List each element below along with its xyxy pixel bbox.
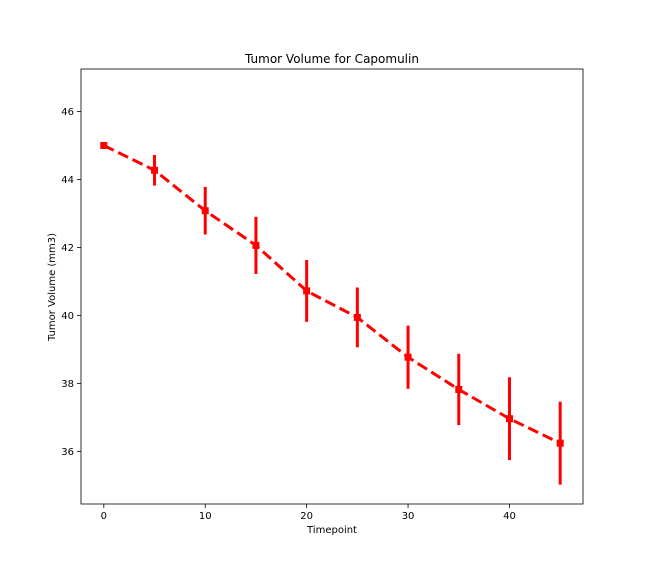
y-tick-label: 38 — [61, 379, 74, 390]
chart-title: Tumor Volume for Capomulin — [244, 52, 419, 66]
plot-frame — [80, 68, 584, 505]
y-tick-label: 36 — [61, 447, 74, 458]
x-tick-label: 20 — [300, 511, 313, 522]
y-axis-label: Tumor Volume (mm3) — [47, 233, 58, 342]
series-line — [103, 144, 561, 445]
series-layer — [100, 141, 564, 485]
data-point — [100, 141, 108, 149]
data-point — [404, 353, 412, 361]
y-tick-label: 40 — [61, 311, 74, 322]
x-tick-label: 10 — [199, 511, 212, 522]
data-point — [556, 439, 564, 447]
data-point — [303, 287, 311, 295]
data-point — [505, 415, 513, 423]
y-tick-label: 44 — [61, 175, 74, 186]
x-tick-label: 0 — [101, 511, 107, 522]
data-point — [252, 241, 260, 249]
x-tick-label: 30 — [402, 511, 415, 522]
y-axis: 36 38 40 42 44 46 — [61, 107, 81, 458]
data-point — [353, 313, 361, 321]
x-axis-label: Timepoint — [306, 525, 357, 536]
data-point — [455, 385, 463, 393]
data-point — [201, 207, 209, 215]
data-point — [151, 166, 159, 174]
x-axis: 0 10 20 30 40 — [101, 504, 516, 522]
y-tick-label: 46 — [61, 107, 74, 118]
x-tick-label: 40 — [503, 511, 516, 522]
y-tick-label: 42 — [61, 243, 74, 254]
